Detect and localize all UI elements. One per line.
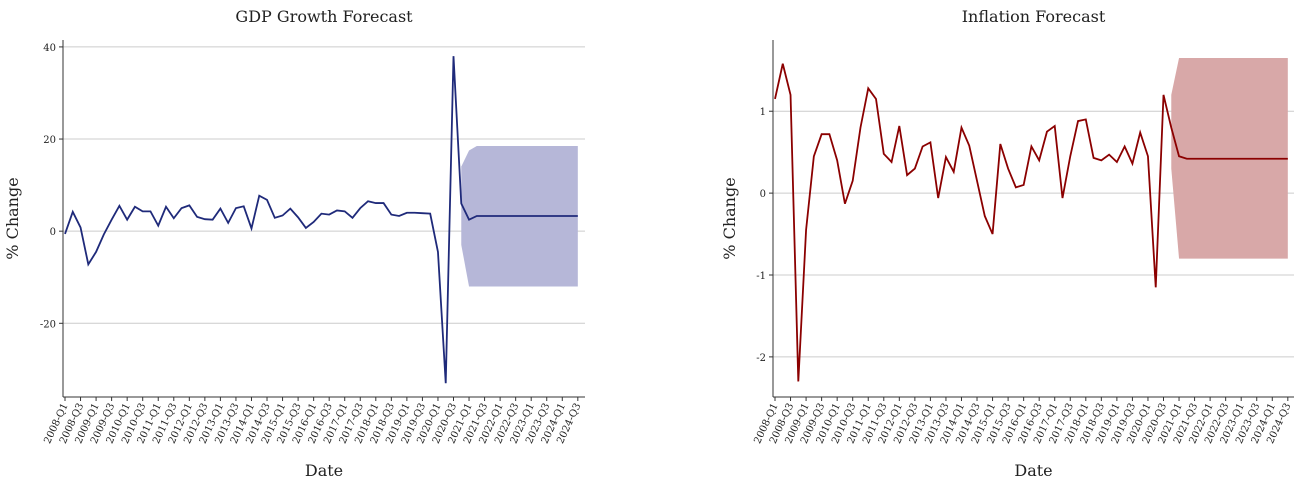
- y-axis-label: % Change: [720, 177, 739, 259]
- y-tick-label: 0: [50, 227, 56, 238]
- y-tick-label: -2: [756, 353, 766, 364]
- y-tick-label: -1: [756, 271, 766, 282]
- y-tick-label: -20: [40, 319, 56, 330]
- chart-title: GDP Growth Forecast: [235, 7, 413, 26]
- series-line: [774, 63, 1288, 382]
- x-axis-label: Date: [1014, 461, 1052, 480]
- series-line: [64, 56, 578, 384]
- y-tick-label: 20: [43, 135, 56, 146]
- y-tick-label: 40: [43, 43, 56, 54]
- x-axis-label: Date: [305, 461, 343, 480]
- chart-title: Inflation Forecast: [962, 7, 1106, 26]
- y-tick-label: 0: [760, 189, 766, 200]
- y-axis-label: % Change: [3, 177, 22, 259]
- y-tick-label: 1: [760, 107, 766, 118]
